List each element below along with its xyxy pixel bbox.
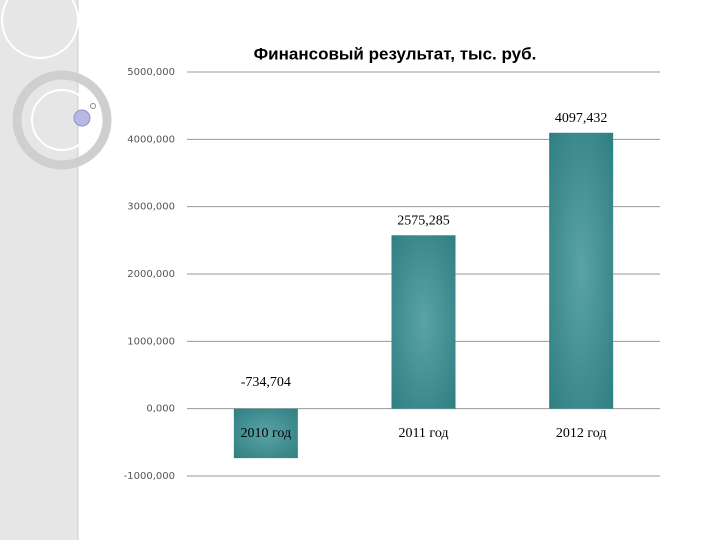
- value-label: 4097,432: [555, 111, 608, 126]
- decor-circle: [31, 89, 93, 151]
- bar: [549, 132, 614, 409]
- x-tick-label: 2012 год: [556, 426, 607, 441]
- x-tick-label: 2011 год: [398, 426, 448, 441]
- y-tick-label: 0,000: [146, 404, 175, 415]
- decor-circle: [1, 0, 79, 59]
- chart-title: Финансовый результат, тыс. руб.: [254, 44, 537, 63]
- y-tick-label: 5000,000: [127, 67, 175, 78]
- decor-dot: [90, 103, 96, 109]
- value-label: -734,704: [241, 375, 291, 390]
- decor-dot: [73, 109, 91, 127]
- value-label: 2575,285: [397, 213, 450, 228]
- y-tick-label: -1000,000: [124, 471, 175, 482]
- y-tick-label: 4000,000: [127, 134, 175, 145]
- bar: [391, 235, 456, 409]
- y-tick-label: 3000,000: [127, 202, 175, 213]
- y-tick-label: 1000,000: [127, 336, 175, 347]
- bar: [233, 408, 298, 459]
- x-tick-label: 2010 год: [241, 426, 292, 441]
- decor-circle: [12, 70, 112, 170]
- y-tick-label: 2000,000: [127, 269, 175, 280]
